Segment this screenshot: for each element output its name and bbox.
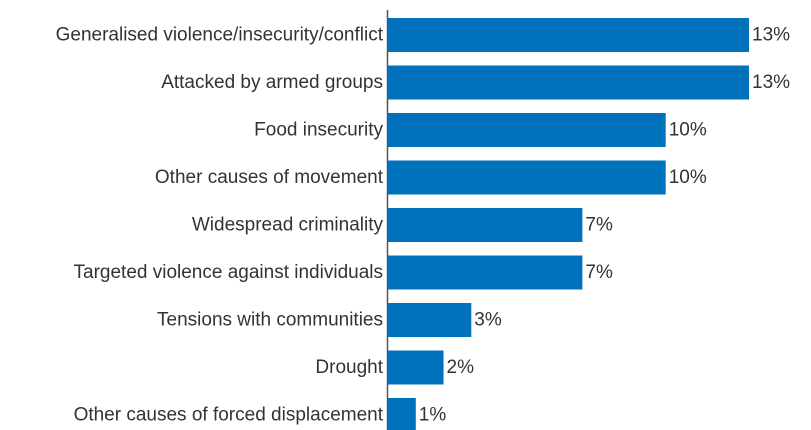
value-label-7: 2%	[447, 357, 475, 378]
category-label-4: Widespread criminality	[192, 215, 384, 236]
category-label-7: Drought	[315, 357, 383, 378]
value-label-0: 13%	[752, 25, 790, 46]
value-label-2: 10%	[669, 120, 707, 141]
category-label-1: Attacked by armed groups	[161, 72, 383, 93]
value-label-8: 1%	[419, 405, 447, 426]
category-label-6: Tensions with communities	[157, 310, 383, 331]
bar-4	[388, 208, 583, 242]
category-label-0: Generalised violence/insecurity/conflict	[56, 25, 384, 46]
category-label-5: Targeted violence against individuals	[74, 262, 383, 283]
value-label-5: 7%	[585, 262, 613, 283]
bar-8	[388, 398, 416, 430]
bar-1	[388, 65, 749, 100]
bar-0	[388, 18, 749, 52]
bar-6	[388, 303, 472, 337]
bar-7	[388, 350, 444, 385]
value-labels-group: 13% 13% 10% 10% 7% 7% 3% 2% 1%	[419, 25, 790, 426]
bars-group	[388, 18, 749, 430]
category-labels-group: Generalised violence/insecurity/conflict…	[56, 25, 384, 426]
value-label-6: 3%	[474, 310, 502, 331]
category-label-8: Other causes of forced displacement	[74, 405, 384, 426]
category-label-3: Other causes of movement	[155, 167, 384, 188]
bar-3	[388, 160, 666, 195]
value-label-3: 10%	[669, 167, 707, 188]
value-label-4: 7%	[585, 215, 613, 236]
category-label-2: Food insecurity	[254, 120, 383, 141]
value-label-1: 13%	[752, 72, 790, 93]
bar-5	[388, 255, 583, 290]
bar-2	[388, 113, 666, 147]
